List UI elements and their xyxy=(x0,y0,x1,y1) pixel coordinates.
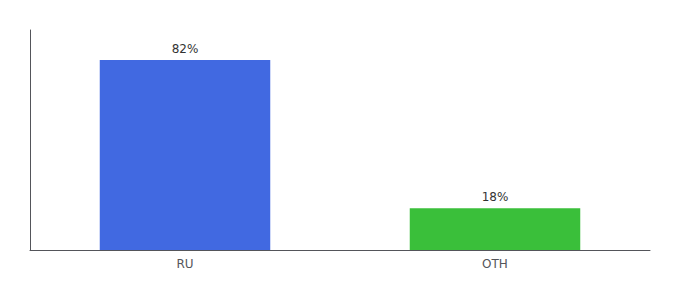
svg-text:82%: 82% xyxy=(172,42,199,56)
svg-text:RU: RU xyxy=(176,257,193,271)
svg-text:18%: 18% xyxy=(482,190,509,204)
svg-text:OTH: OTH xyxy=(482,257,508,271)
